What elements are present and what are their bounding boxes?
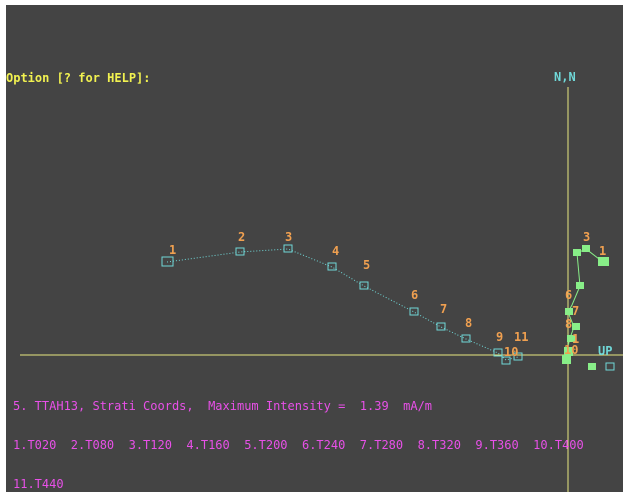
vplot-point-7 bbox=[567, 335, 575, 342]
vpoint-label-8: 8 bbox=[565, 317, 572, 331]
point-label-1: 1 bbox=[169, 243, 176, 257]
point-label-7: 7 bbox=[440, 302, 447, 316]
plot-point-2 bbox=[235, 247, 245, 256]
vpoint-label-3: 3 bbox=[583, 230, 590, 244]
point-label-5: 5 bbox=[363, 258, 370, 272]
vertical-plane-labels: 1 3 6 7 8 1 10 bbox=[564, 230, 606, 357]
vpoint-label-1b: 1 bbox=[572, 332, 579, 346]
plot-point-3 bbox=[283, 244, 293, 253]
plot-point-11 bbox=[513, 352, 523, 361]
plot-point-10 bbox=[501, 356, 511, 365]
vplot-point-4 bbox=[576, 282, 584, 289]
sample-info-panel: 5. TTAH13, Strati Coords, Maximum Intens… bbox=[13, 374, 584, 492]
sample-summary-line: 5. TTAH13, Strati Coords, Maximum Intens… bbox=[13, 399, 433, 413]
plot-point-7 bbox=[436, 322, 446, 331]
plot-point-extra bbox=[605, 362, 615, 371]
vplot-point-10 bbox=[588, 363, 596, 370]
vplot-point-9 bbox=[562, 355, 571, 364]
step-list-line: 1.T020 2.T080 3.T120 4.T160 5.T200 6.T24… bbox=[13, 438, 584, 452]
point-label-2: 2 bbox=[238, 230, 245, 244]
point-label-3: 3 bbox=[285, 230, 292, 244]
plot-point-9 bbox=[493, 348, 503, 357]
point-label-10: 10 bbox=[504, 345, 518, 359]
vplot-point-6 bbox=[572, 323, 580, 330]
vplot-point-1 bbox=[598, 257, 609, 266]
vpoint-label-1: 1 bbox=[599, 244, 606, 258]
point-label-6: 6 bbox=[411, 288, 418, 302]
vpoint-label-6: 6 bbox=[565, 288, 572, 302]
vplot-point-8 bbox=[564, 347, 573, 356]
point-label-8: 8 bbox=[465, 316, 472, 330]
north-axis-label: N,N bbox=[554, 70, 576, 84]
up-axis-label: UP bbox=[598, 344, 612, 358]
vplot-point-3 bbox=[573, 249, 581, 256]
zijderveld-plot-screen: N,N UP 1 2 3 4 5 6 7 8 9 1 bbox=[6, 5, 623, 492]
vplot-point-5 bbox=[565, 308, 573, 315]
vplot-point-2 bbox=[582, 245, 590, 252]
plot-point-5 bbox=[359, 281, 369, 290]
point-label-11: 11 bbox=[514, 330, 528, 344]
command-prompt[interactable]: Option [? for HELP]: bbox=[6, 71, 151, 85]
plot-point-8 bbox=[461, 334, 471, 343]
horizontal-plane-points bbox=[161, 244, 615, 371]
plot-point-6 bbox=[409, 307, 419, 316]
demagnetization-plot: N,N UP 1 2 3 4 5 6 7 8 9 1 bbox=[20, 70, 623, 492]
horizontal-plane-path bbox=[166, 248, 519, 361]
point-label-4: 4 bbox=[332, 244, 339, 258]
plot-point-4 bbox=[327, 262, 337, 271]
vertical-plane-points bbox=[562, 245, 609, 370]
horizontal-plane-labels: 1 2 3 4 5 6 7 8 9 10 11 bbox=[169, 230, 528, 359]
point-label-9: 9 bbox=[496, 330, 503, 344]
vpoint-label-7: 7 bbox=[572, 304, 579, 318]
plot-point-1 bbox=[161, 256, 174, 267]
step-list-line-2: 11.T440 bbox=[13, 477, 64, 491]
vpoint-label-10: 10 bbox=[564, 343, 578, 357]
